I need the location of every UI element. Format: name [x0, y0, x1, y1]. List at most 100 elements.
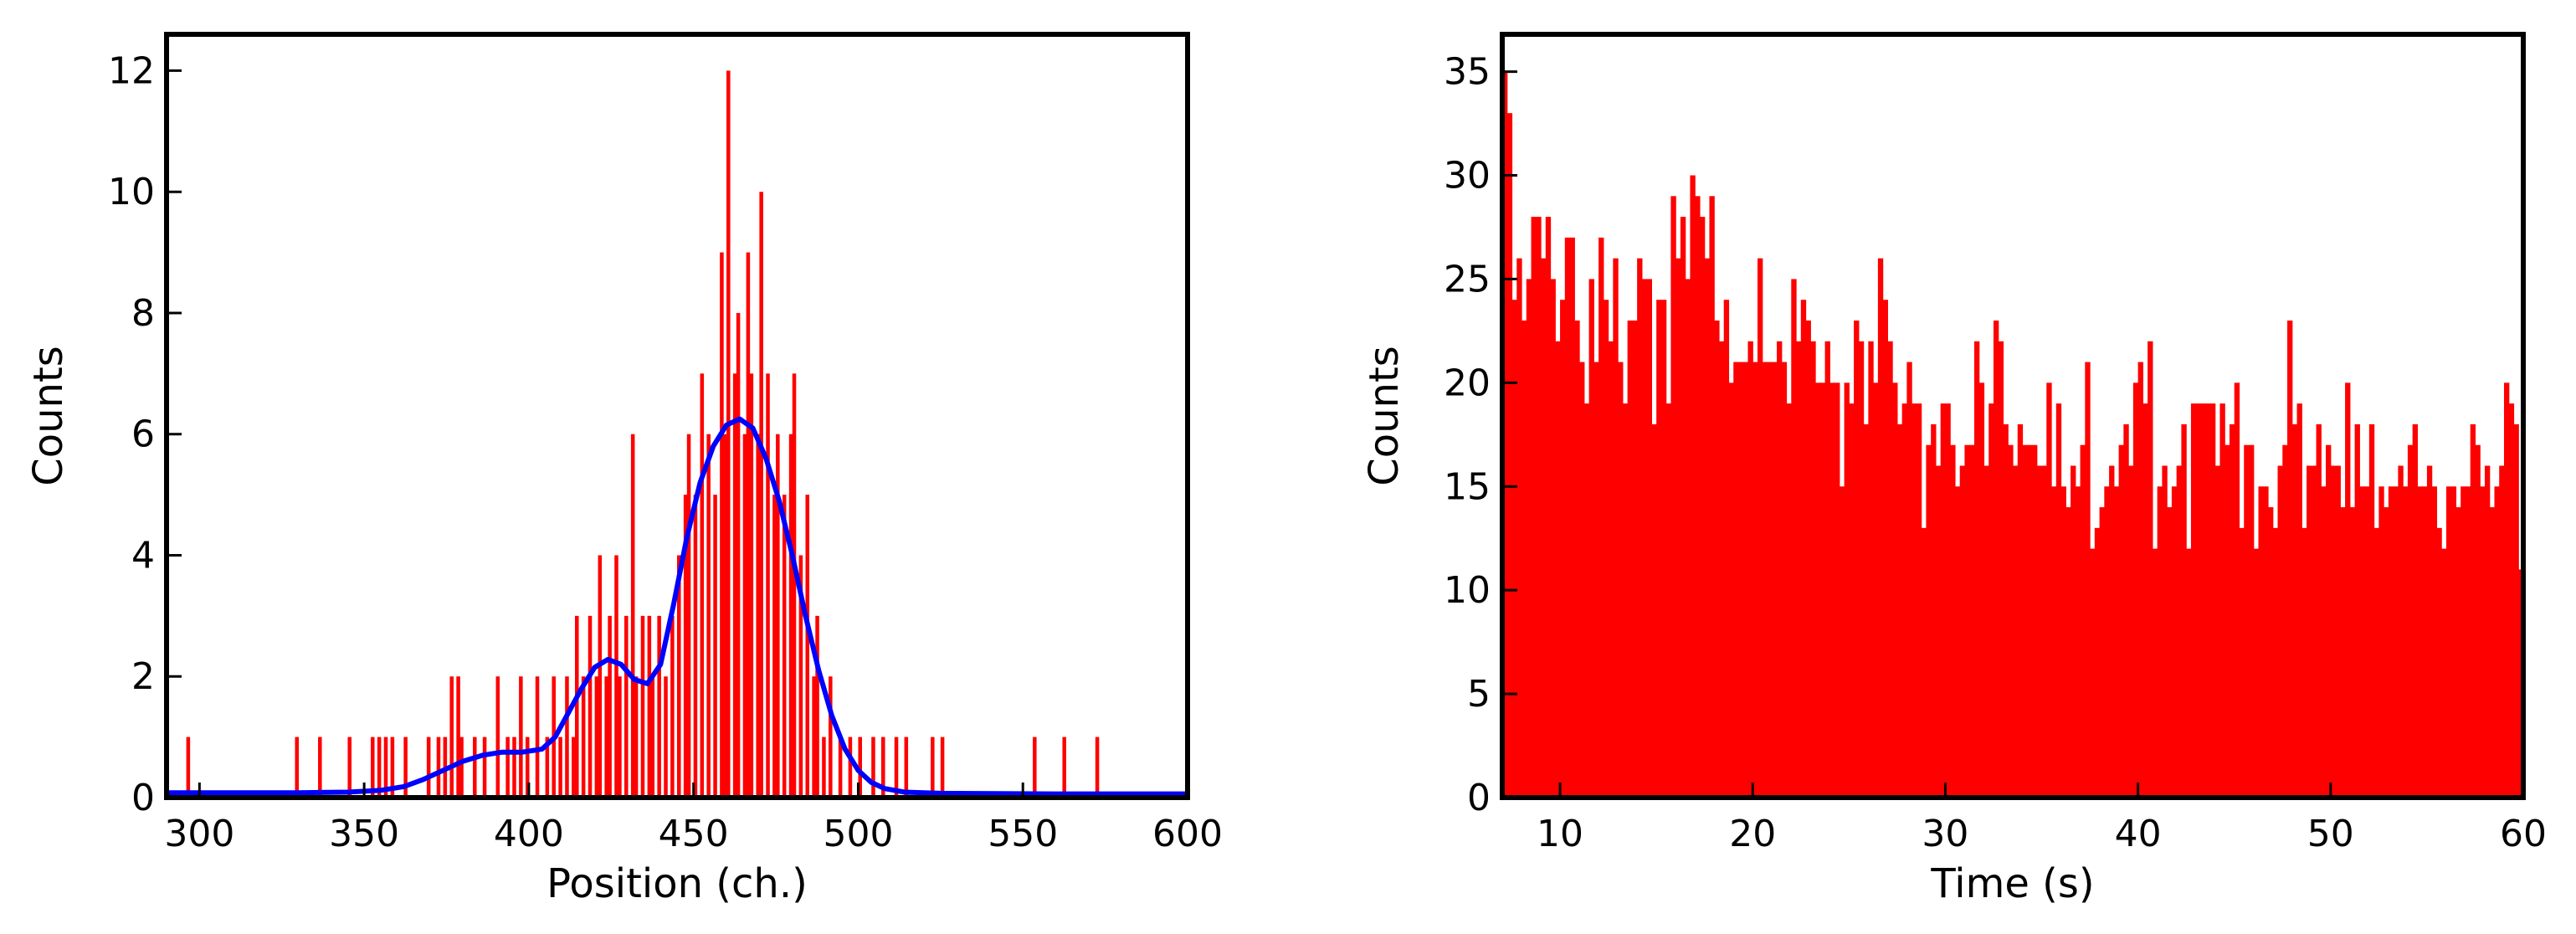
- y-tick-label: 10: [108, 171, 155, 213]
- histogram-bar: [726, 70, 731, 798]
- histogram-bar: [1506, 113, 1513, 798]
- histogram-bar: [2171, 486, 2178, 798]
- histogram-bar: [2200, 403, 2206, 798]
- histogram-bar: [2099, 507, 2105, 798]
- histogram-bar: [2051, 486, 2057, 798]
- histogram-bar: [2036, 465, 2043, 798]
- histogram-bar: [1863, 423, 1869, 798]
- histogram-bar: [1699, 217, 1706, 798]
- histogram-bar: [2094, 527, 2101, 798]
- histogram-bar: [2508, 403, 2515, 798]
- histogram-bar: [1690, 175, 1696, 798]
- histogram-bar: [2148, 341, 2153, 798]
- histogram-bar: [782, 495, 787, 798]
- histogram-bar: [1511, 300, 1517, 798]
- histogram-bar: [1622, 403, 1629, 798]
- histogram-bar: [759, 192, 763, 798]
- histogram-bar: [881, 736, 885, 798]
- histogram-bar: [2229, 423, 2235, 798]
- histogram-bar: [1583, 403, 1590, 798]
- histogram-bar: [614, 555, 618, 798]
- histogram-bar: [2321, 486, 2327, 798]
- histogram-bar: [1728, 382, 1734, 798]
- y-tick-label: 5: [1467, 673, 1491, 716]
- histogram-bar: [2403, 486, 2409, 798]
- histogram-bar: [318, 736, 322, 798]
- histogram-bar: [2562, 486, 2567, 798]
- histogram-bar: [1950, 444, 1956, 798]
- histogram-bar: [1882, 300, 1888, 798]
- histogram-bar: [812, 676, 816, 798]
- histogram-bar: [2445, 486, 2452, 798]
- histogram-bar: [1569, 237, 1575, 798]
- histogram-bar: [848, 736, 853, 798]
- histogram-bar: [473, 736, 477, 798]
- histogram-bar: [519, 676, 523, 798]
- histogram-bar: [2296, 403, 2302, 798]
- histogram-bar: [495, 676, 500, 798]
- histogram-bar: [2224, 444, 2230, 798]
- histogram-bar: [604, 676, 608, 798]
- histogram-bar: [736, 312, 741, 798]
- histogram-bar: [1819, 382, 1826, 798]
- histogram-bar: [732, 373, 737, 798]
- histogram-bar: [1762, 362, 1768, 798]
- histogram-bar: [186, 736, 191, 798]
- histogram-bar: [2234, 382, 2240, 798]
- histogram-bar: [588, 615, 593, 798]
- histogram-bar: [1747, 341, 1753, 798]
- histogram-bar: [1709, 196, 1715, 798]
- histogram-bar: [2316, 423, 2322, 798]
- histogram-bar: [1931, 423, 1937, 798]
- histogram-bar: [2480, 486, 2486, 798]
- histogram-bar: [1969, 444, 1975, 798]
- histogram-bar: [2326, 444, 2332, 798]
- histogram-bar: [1786, 403, 1792, 798]
- histogram-bar: [390, 736, 395, 798]
- histogram-bar: [1536, 217, 1542, 798]
- y-tick-label: 10: [1444, 569, 1491, 612]
- histogram-bar: [1603, 300, 1609, 798]
- histogram-bar: [2162, 465, 2168, 798]
- histogram-bar: [2494, 486, 2500, 798]
- histogram-bar: [2128, 465, 2134, 798]
- histogram-bar: [1954, 486, 1961, 798]
- histogram-bar: [1940, 403, 1947, 798]
- histogram-bar: [1772, 362, 1778, 798]
- x-tick-label: 20: [1729, 813, 1776, 855]
- histogram-bar: [624, 615, 629, 798]
- y-tick-label: 25: [1444, 258, 1491, 300]
- histogram-bar: [677, 555, 681, 798]
- histogram-bar: [931, 736, 935, 798]
- histogram-bar: [456, 676, 460, 798]
- histogram-bar: [2572, 465, 2576, 798]
- histogram-bar: [650, 676, 655, 798]
- histogram-bar: [2152, 548, 2158, 798]
- histogram-bar: [822, 736, 826, 798]
- histogram-bar: [2553, 445, 2558, 798]
- histogram-bar: [512, 736, 516, 798]
- histogram-bar: [2455, 507, 2461, 798]
- histogram-bar: [1892, 382, 1898, 798]
- histogram-bar: [2470, 423, 2476, 798]
- histogram-bar: [1742, 362, 1749, 798]
- histogram-bar: [2378, 486, 2384, 798]
- histogram-bar: [1901, 403, 1907, 798]
- histogram-bar: [2373, 527, 2379, 798]
- histogram-bar: [706, 434, 711, 798]
- histogram-bar: [2032, 444, 2038, 798]
- histogram-bar: [2388, 486, 2394, 798]
- histogram-bar: [347, 736, 352, 798]
- histogram-bar: [2557, 507, 2562, 798]
- histogram-bar: [1796, 341, 1802, 798]
- histogram-bar: [1704, 258, 1711, 798]
- histogram-bar: [618, 676, 622, 798]
- histogram-bar: [720, 252, 724, 798]
- histogram-bar: [2022, 444, 2028, 798]
- histogram-bar: [746, 252, 751, 798]
- histogram-bar: [377, 736, 382, 798]
- histogram-bar: [2548, 424, 2553, 798]
- histogram-bar: [2123, 423, 2129, 798]
- histogram-bar: [572, 736, 576, 798]
- histogram-bar: [1665, 403, 1672, 798]
